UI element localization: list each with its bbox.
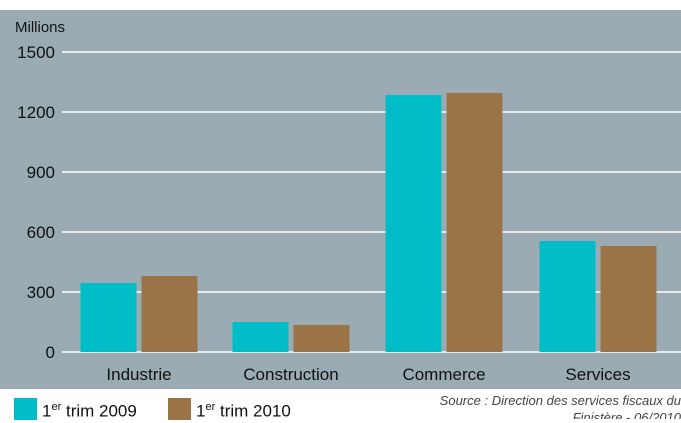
legend-swatch-2009: [14, 398, 37, 420]
unit-label: Millions: [15, 19, 65, 36]
y-tick-label-900: 900: [27, 163, 55, 182]
bar-commerce-2009: [385, 95, 442, 352]
x-tick-label-industrie: Industrie: [106, 365, 171, 384]
x-tick-label-construction: Construction: [243, 365, 338, 384]
legend-label-2010: 1er trim 2010: [196, 401, 291, 421]
y-tick-label-0: 0: [46, 343, 55, 362]
source-line-2: Finistère - 06/2010: [572, 410, 681, 419]
bar-industrie-2009: [80, 283, 137, 352]
legend-label-2009: 1er trim 2009: [42, 401, 137, 421]
bar-industrie-2010: [141, 276, 198, 352]
legend-swatch-2010: [168, 398, 191, 420]
y-tick-label-1500: 1500: [17, 43, 55, 62]
bar-services-2010: [600, 246, 657, 352]
y-tick-label-1200: 1200: [17, 103, 55, 122]
source-note: Source : Direction des services fiscaux …: [391, 392, 681, 419]
x-tick-label-commerce: Commerce: [402, 365, 485, 384]
y-tick-label-600: 600: [27, 223, 55, 242]
bar-construction-2010: [293, 325, 350, 352]
bar-commerce-2010: [446, 93, 503, 352]
bar-chart: Millions 0 300 600 900 1200 1500 Industrie Const…: [15, 19, 681, 384]
top-strip: [0, 0, 681, 10]
plot-panel: Millions 0 300 600 900 1200 1500 Industrie Const…: [0, 10, 681, 389]
source-line-1: Source : Direction des services fiscaux …: [439, 393, 681, 408]
x-tick-label-services: Services: [565, 365, 630, 384]
bar-services-2009: [539, 241, 596, 352]
bar-construction-2009: [232, 322, 289, 352]
y-tick-label-300: 300: [27, 283, 55, 302]
